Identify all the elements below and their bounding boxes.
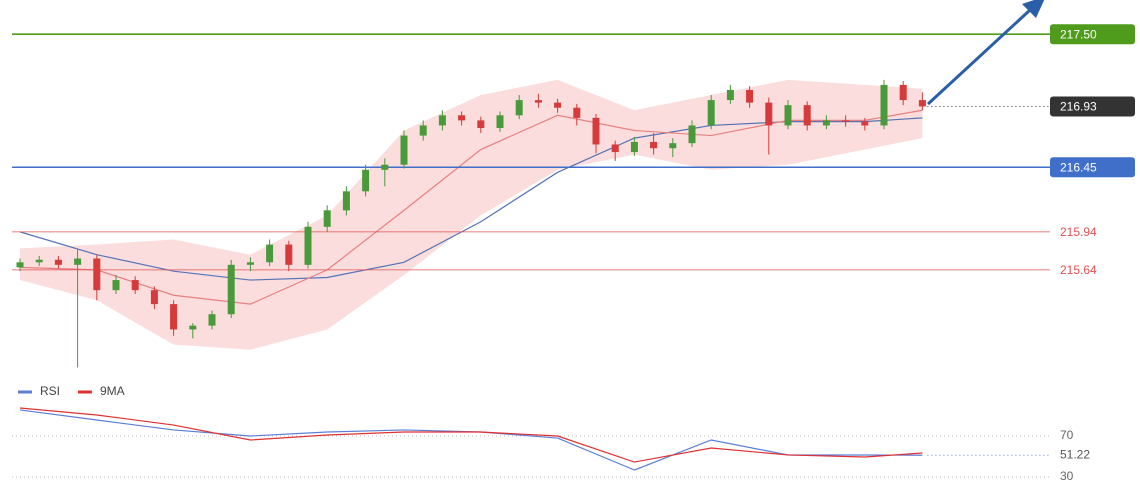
indicator-line bbox=[19, 407, 923, 463]
candle-body bbox=[784, 105, 792, 126]
y-tick-label: 30 bbox=[1060, 469, 1074, 483]
candle-body bbox=[74, 258, 82, 265]
last-value-label: 51.22 bbox=[1060, 447, 1090, 461]
bollinger-band bbox=[20, 79, 923, 350]
candle-body bbox=[861, 121, 869, 126]
candle-body bbox=[266, 244, 274, 263]
y-tick-label: 70 bbox=[1060, 428, 1074, 442]
candle-body bbox=[35, 259, 43, 263]
candle-body bbox=[822, 120, 830, 126]
candle-body bbox=[496, 115, 504, 128]
candle-body bbox=[285, 244, 293, 265]
candle-body bbox=[477, 120, 485, 128]
candle-body bbox=[880, 84, 888, 126]
candle-body bbox=[381, 164, 389, 170]
level-label-box bbox=[1050, 157, 1135, 178]
candle-body bbox=[630, 141, 638, 153]
level-label: 215.94 bbox=[1060, 225, 1097, 239]
level-label-box bbox=[1050, 24, 1135, 45]
candle-body bbox=[208, 314, 216, 326]
arrow-head bbox=[1022, 0, 1045, 18]
legend-label: RSI bbox=[40, 384, 60, 398]
trend-arrow bbox=[926, 0, 1045, 106]
candle-body bbox=[400, 135, 408, 165]
candle-body bbox=[554, 102, 562, 108]
candle-body bbox=[131, 280, 139, 291]
candle-body bbox=[899, 84, 907, 101]
legend-label: 9MA bbox=[100, 384, 125, 398]
candle-body bbox=[650, 141, 658, 149]
candle-body bbox=[746, 89, 754, 103]
candle-body bbox=[362, 169, 370, 192]
candle-body bbox=[842, 120, 850, 122]
candle-body bbox=[189, 325, 197, 330]
candle-body bbox=[438, 115, 446, 126]
candle-body bbox=[688, 125, 696, 144]
candle-body bbox=[803, 105, 811, 126]
candle-body bbox=[170, 304, 178, 330]
candle-body bbox=[342, 191, 350, 211]
candle-body bbox=[16, 262, 24, 268]
candle-body bbox=[112, 280, 120, 291]
indicator-line bbox=[19, 409, 923, 471]
level-label-box bbox=[1050, 96, 1135, 117]
candle-body bbox=[54, 259, 62, 265]
candle-body bbox=[227, 264, 235, 315]
candle-body bbox=[419, 125, 427, 136]
arrow-shaft bbox=[926, 8, 1032, 106]
candle-body bbox=[573, 107, 581, 118]
candle-body bbox=[592, 117, 600, 145]
candle-body bbox=[304, 226, 312, 265]
candle-body bbox=[458, 115, 466, 121]
candle-body bbox=[707, 100, 715, 126]
candle-body bbox=[918, 100, 926, 107]
candle-body bbox=[534, 100, 542, 103]
candle-body bbox=[515, 100, 523, 116]
candle-body bbox=[150, 290, 158, 305]
level-label: 216.45 bbox=[1060, 160, 1097, 174]
level-label: 216.93 bbox=[1060, 100, 1097, 114]
candle-body bbox=[726, 89, 734, 101]
candle-body bbox=[765, 102, 773, 126]
candle-body bbox=[669, 143, 677, 149]
candle-body bbox=[246, 262, 254, 265]
candle-body bbox=[611, 144, 619, 153]
level-label: 215.64 bbox=[1060, 263, 1097, 277]
candle-body bbox=[93, 258, 101, 291]
candle-body bbox=[323, 210, 331, 227]
level-label: 217.50 bbox=[1060, 27, 1097, 41]
